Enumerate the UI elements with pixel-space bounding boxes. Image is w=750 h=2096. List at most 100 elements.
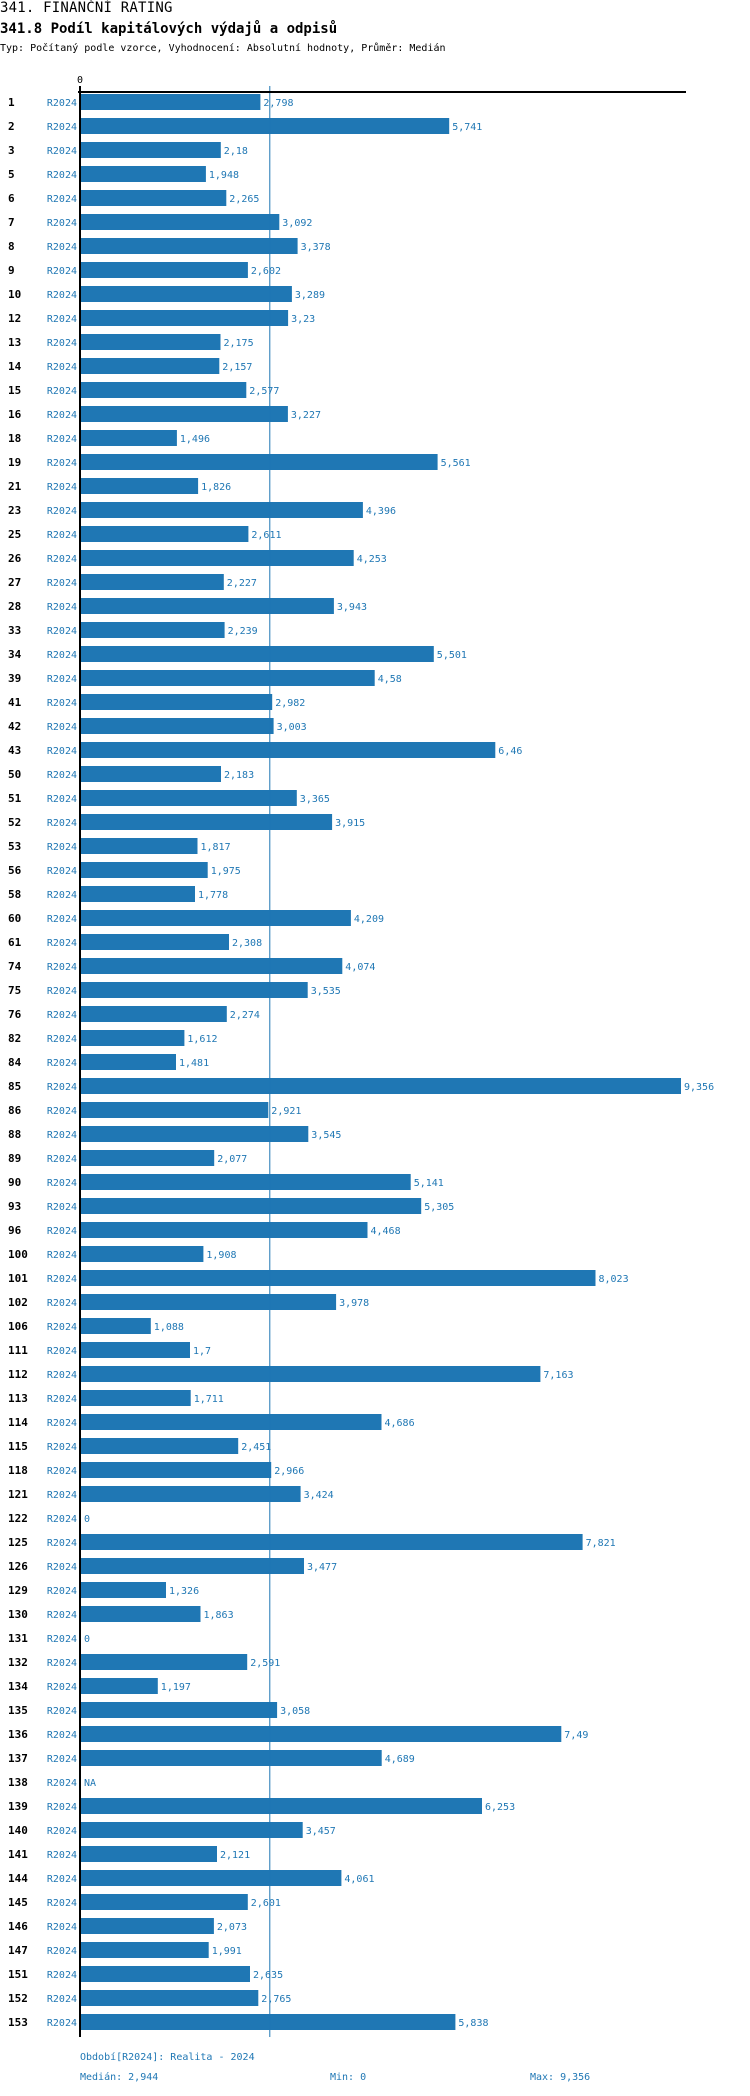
category-label: 23 bbox=[8, 504, 21, 517]
category-label: 131 bbox=[8, 1632, 28, 1645]
category-label: 96 bbox=[8, 1224, 22, 1237]
data-label: 2,601 bbox=[251, 1898, 281, 1909]
bar-row: 89 R2024 2,077 bbox=[8, 1150, 247, 1166]
period-label: R2024 bbox=[47, 698, 77, 709]
bar bbox=[81, 790, 297, 806]
period-label: R2024 bbox=[47, 1514, 77, 1525]
category-label: 115 bbox=[8, 1440, 28, 1453]
period-label: R2024 bbox=[47, 1106, 77, 1117]
data-label: 7,821 bbox=[586, 1538, 616, 1549]
data-label: 2,227 bbox=[227, 578, 257, 589]
bar-rows: 1 R2024 2,798 2 R2024 5,741 3 R2024 2,18 5 R2024 1,… bbox=[8, 94, 714, 2030]
category-label: 112 bbox=[8, 1368, 28, 1381]
category-label: 147 bbox=[8, 1944, 28, 1957]
category-label: 26 bbox=[8, 552, 22, 565]
period-label: R2024 bbox=[47, 914, 77, 925]
bar-row: 10 R2024 3,289 bbox=[8, 286, 325, 302]
category-label: 151 bbox=[8, 1968, 28, 1981]
period-label: R2024 bbox=[47, 1034, 77, 1045]
data-label: 1,326 bbox=[169, 1586, 199, 1597]
category-label: 135 bbox=[8, 1704, 28, 1717]
data-label: 4,396 bbox=[366, 506, 396, 517]
bar bbox=[81, 1558, 304, 1574]
bar bbox=[81, 1942, 209, 1958]
bar-row: 3 R2024 2,18 bbox=[8, 142, 248, 158]
bar-row: 60 R2024 4,209 bbox=[8, 910, 384, 926]
bar-row: 16 R2024 3,227 bbox=[8, 406, 321, 422]
bar bbox=[81, 886, 195, 902]
period-label: R2024 bbox=[47, 842, 77, 853]
data-label: 6,253 bbox=[485, 1802, 515, 1813]
data-label: 1,778 bbox=[198, 890, 228, 901]
data-label: 4,209 bbox=[354, 914, 384, 925]
bar-row: 51 R2024 3,365 bbox=[8, 790, 330, 806]
data-label: NA bbox=[84, 1778, 96, 1789]
bar-row: 6 R2024 2,265 bbox=[8, 190, 259, 206]
bar bbox=[81, 1678, 158, 1694]
period-label: R2024 bbox=[47, 362, 77, 373]
category-label: 5 bbox=[8, 168, 15, 181]
category-label: 12 bbox=[8, 312, 21, 325]
bar bbox=[81, 1582, 166, 1598]
bar-row: 118 R2024 2,966 bbox=[8, 1462, 304, 1478]
footer-min: Min: 0 bbox=[330, 2072, 367, 2083]
data-label: 4,689 bbox=[385, 1754, 415, 1765]
category-label: 130 bbox=[8, 1608, 28, 1621]
data-label: 1,975 bbox=[211, 866, 241, 877]
data-label: 1,948 bbox=[209, 170, 239, 181]
period-label: R2024 bbox=[47, 1730, 77, 1741]
category-label: 50 bbox=[8, 768, 21, 781]
data-label: 2,073 bbox=[217, 1922, 247, 1933]
bar-row: 52 R2024 3,915 bbox=[8, 814, 365, 830]
data-label: 1,612 bbox=[187, 1034, 217, 1045]
bar bbox=[81, 214, 280, 230]
bar bbox=[81, 1150, 215, 1166]
period-label: R2024 bbox=[47, 1082, 77, 1093]
period-label: R2024 bbox=[47, 506, 77, 517]
data-label: 5,501 bbox=[437, 650, 467, 661]
data-label: 2,611 bbox=[251, 530, 281, 541]
bar-row: 14 R2024 2,157 bbox=[8, 358, 252, 374]
data-label: 5,838 bbox=[458, 2018, 488, 2029]
bar-row: 152 R2024 2,765 bbox=[8, 1990, 291, 2006]
data-label: 9,356 bbox=[684, 1082, 714, 1093]
bar bbox=[81, 382, 247, 398]
period-label: R2024 bbox=[47, 1466, 77, 1477]
category-label: 42 bbox=[8, 720, 21, 733]
bar bbox=[81, 910, 351, 926]
bar bbox=[81, 526, 249, 542]
report-title: 341. FINANČNÍ RATING bbox=[0, 0, 173, 16]
bar-row: 101 R2024 8,023 bbox=[8, 1270, 629, 1286]
category-label: 56 bbox=[8, 864, 22, 877]
bar-row: 135 R2024 3,058 bbox=[8, 1702, 310, 1718]
bar bbox=[81, 1486, 301, 1502]
category-label: 41 bbox=[8, 696, 22, 709]
period-label: R2024 bbox=[47, 386, 77, 397]
bar-row: 18 R2024 1,496 bbox=[8, 430, 210, 446]
period-label: R2024 bbox=[47, 938, 77, 949]
bar-row: 21 R2024 1,826 bbox=[8, 478, 231, 494]
bar-row: 39 R2024 4,58 bbox=[8, 670, 402, 686]
bar bbox=[81, 190, 227, 206]
bar-row: 131 R2024 0 bbox=[8, 1632, 90, 1645]
bar-row: 9 R2024 2,602 bbox=[8, 262, 281, 278]
data-label: 5,305 bbox=[424, 1202, 454, 1213]
data-label: 3,424 bbox=[304, 1490, 334, 1501]
data-label: 5,741 bbox=[452, 122, 482, 133]
bar-row: 74 R2024 4,074 bbox=[8, 958, 375, 974]
bar-row: 100 R2024 1,908 bbox=[8, 1246, 237, 1262]
bar bbox=[81, 862, 208, 878]
bar bbox=[81, 310, 289, 326]
category-label: 125 bbox=[8, 1536, 28, 1549]
data-label: 3,289 bbox=[295, 290, 325, 301]
data-label: 3,978 bbox=[339, 1298, 369, 1309]
period-label: R2024 bbox=[47, 626, 77, 637]
period-label: R2024 bbox=[47, 410, 77, 421]
bar-row: 151 R2024 2,635 bbox=[8, 1966, 283, 1982]
bar bbox=[81, 1174, 411, 1190]
category-label: 52 bbox=[8, 816, 21, 829]
bar-row: 88 R2024 3,545 bbox=[8, 1126, 341, 1142]
bar bbox=[81, 1270, 596, 1286]
bar-row: 93 R2024 5,305 bbox=[8, 1198, 454, 1214]
bar-row: 19 R2024 5,561 bbox=[8, 454, 471, 470]
